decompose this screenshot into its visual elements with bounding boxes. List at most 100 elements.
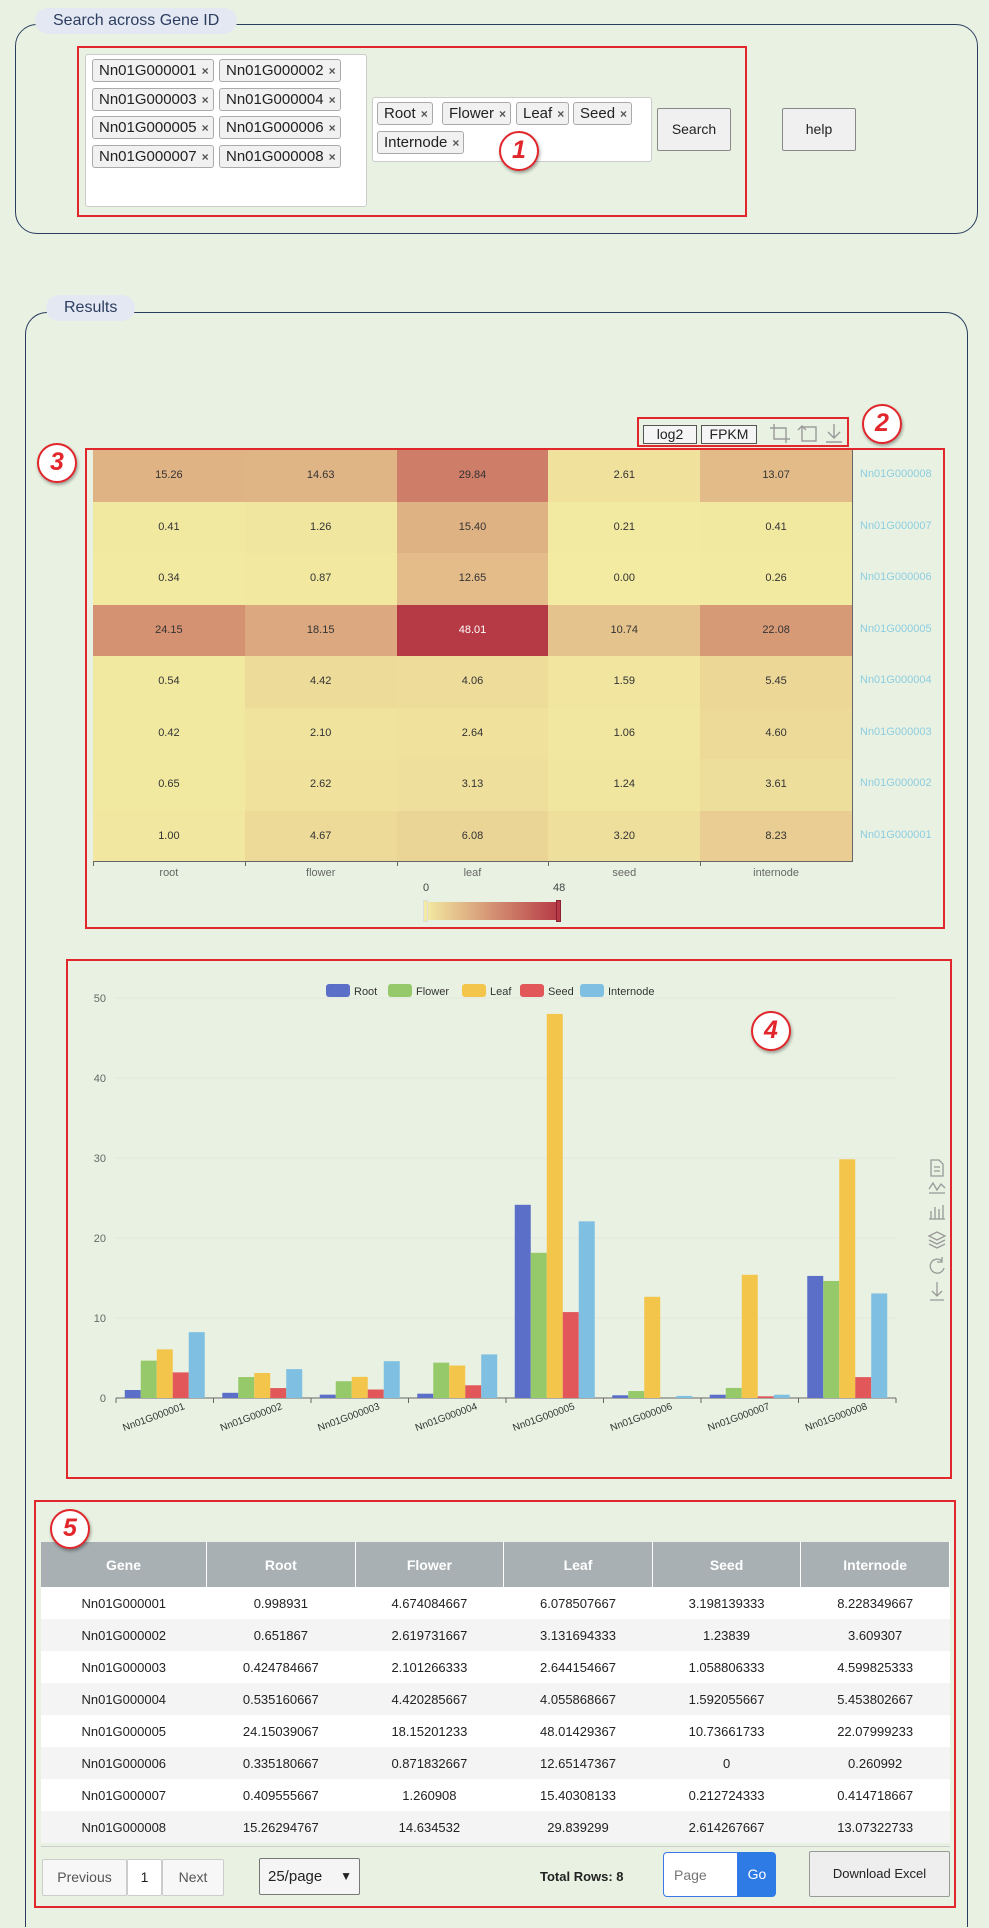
heatmap-cell: 22.08 [700,604,852,656]
tissue-tag-label: Seed [580,105,616,122]
save-image-icon[interactable] [930,1282,944,1301]
log2-button[interactable]: log2 [643,425,697,444]
page-size-select[interactable]: 25/page ▼ [259,1858,360,1895]
go-button[interactable]: Go [738,1852,776,1897]
table-row: Nn01G000008 15.26294767 14.634532 29.839299… [41,1811,950,1843]
heatmap-x-tick [548,861,550,866]
heatmap-row-label: Nn01G000005 [860,622,932,635]
table-cell: 6.078507667 [503,1587,653,1619]
heatmap-column-label: internode [753,867,800,879]
bar-leaf [546,1013,563,1398]
heatmap-cell: 3.20 [548,810,701,862]
tissue-tag[interactable]: Root × [377,102,433,125]
fpkm-button[interactable]: FPKM [701,425,757,444]
gene-select[interactable]: Nn01G000001 × Nn01G000002 × Nn01G000003 × Nn01… [85,54,367,207]
next-button[interactable]: Next [162,1859,224,1896]
column-header[interactable]: Internode [800,1542,950,1587]
page-number-button[interactable]: 1 [127,1859,162,1896]
download-excel-button[interactable]: Download Excel [809,1851,950,1897]
heatmap-column-label: seed [612,867,637,879]
remove-tag-icon[interactable]: × [452,136,460,150]
gene-tag-label: Nn01G000001 [99,62,197,79]
tissue-tag[interactable]: Seed × [573,102,633,125]
help-button[interactable]: help [782,108,856,151]
table-cell: Nn01G000003 [41,1651,207,1683]
column-header[interactable]: Leaf [503,1542,653,1587]
bar-seed [562,1312,579,1398]
column-header[interactable]: Root [206,1542,356,1587]
heatmap-row-label: Nn01G000002 [860,777,932,789]
remove-tag-icon[interactable]: × [201,64,209,78]
heatmap-cell: 0.21 [548,501,701,553]
remove-tag-icon[interactable]: × [499,107,507,121]
table-cell: 0.409555667 [206,1779,356,1811]
bar-seed [855,1377,872,1398]
line-icon[interactable] [928,1181,946,1194]
remove-tag-icon[interactable]: × [420,107,428,121]
remove-tag-icon[interactable]: × [328,149,336,164]
tissue-tag[interactable]: Flower × [442,102,512,125]
table-cell: 18.15201233 [355,1715,504,1747]
gene-tag[interactable]: Nn01G000007 × [92,144,214,168]
bar-flower [628,1391,645,1398]
tissue-tag[interactable]: Leaf × [516,102,570,125]
data-view-icon[interactable] [930,1159,944,1177]
download-icon[interactable] [826,424,842,443]
column-header[interactable]: Seed [652,1542,802,1587]
heatmap-tool-icons [770,424,842,443]
heatmap-cell: 4.60 [700,707,852,759]
reset-icon[interactable] [797,425,817,442]
page-input[interactable] [663,1852,738,1897]
page-size-value: 25/page [268,1868,323,1885]
heatmap-cell: 14.63 [244,450,397,502]
heatmap-cell: 4.42 [244,656,397,708]
restore-icon[interactable] [929,1257,945,1274]
table-row: Nn01G000005 24.15039067 18.15201233 48.0142… [41,1715,950,1747]
bar-icon[interactable] [929,1205,945,1220]
column-header[interactable]: Gene [41,1542,208,1587]
heatmap-cell: 0.41 [700,501,852,553]
heatmap-row-label: Nn01G000007 [860,519,932,532]
stack-icon[interactable] [927,1231,947,1249]
results-panel [25,312,968,1927]
crop-icon[interactable] [770,424,790,443]
gene-tag-label: Nn01G000005 [99,119,197,136]
y-tick-label: 20 [94,1233,106,1245]
gene-tag[interactable]: Nn01G000006 × [219,116,341,139]
heatmap-cell: 2.61 [548,450,701,502]
remove-tag-icon[interactable]: × [201,121,209,135]
heatmap-cell: 0.41 [93,501,245,553]
table-cell: 48.01429367 [503,1715,653,1747]
column-header[interactable]: Flower [355,1542,505,1587]
scale-handle-min[interactable] [423,900,428,922]
remove-tag-icon[interactable]: × [201,149,209,164]
remove-tag-icon[interactable]: × [557,107,565,121]
gene-tag[interactable]: Nn01G000008 × [219,144,341,168]
gene-tag[interactable]: Nn01G000005 × [92,116,214,139]
table-cell: 4.420285667 [355,1683,504,1715]
bar-internode [481,1354,498,1398]
remove-tag-icon[interactable]: × [201,92,209,107]
heatmap-cell: 1.06 [548,707,701,759]
table-cell: 0.414718667 [800,1779,950,1811]
scale-handle-max[interactable] [556,900,561,922]
gene-tag[interactable]: Nn01G000004 × [219,87,341,111]
gene-tag[interactable]: Nn01G000002 × [219,59,341,82]
remove-tag-icon[interactable]: × [328,64,336,78]
heatmap-cell: 1.26 [244,501,397,553]
bar-leaf [156,1349,173,1398]
gene-tag[interactable]: Nn01G000001 × [92,59,214,82]
heatmap-row-label: Nn01G000006 [860,571,932,583]
tissue-tag[interactable]: Internode × [377,131,465,154]
gene-tag-label: Nn01G000006 [226,119,324,136]
gene-tag[interactable]: Nn01G000003 × [92,87,214,111]
remove-tag-icon[interactable]: × [328,92,336,107]
remove-tag-icon[interactable]: × [620,107,628,121]
previous-button[interactable]: Previous [42,1859,127,1896]
remove-tag-icon[interactable]: × [328,121,336,135]
table-cell: 3.131694333 [503,1619,653,1651]
heatmap-cell: 1.59 [548,656,701,708]
heatmap-cell: 0.42 [93,707,245,759]
search-button[interactable]: Search [657,108,731,151]
